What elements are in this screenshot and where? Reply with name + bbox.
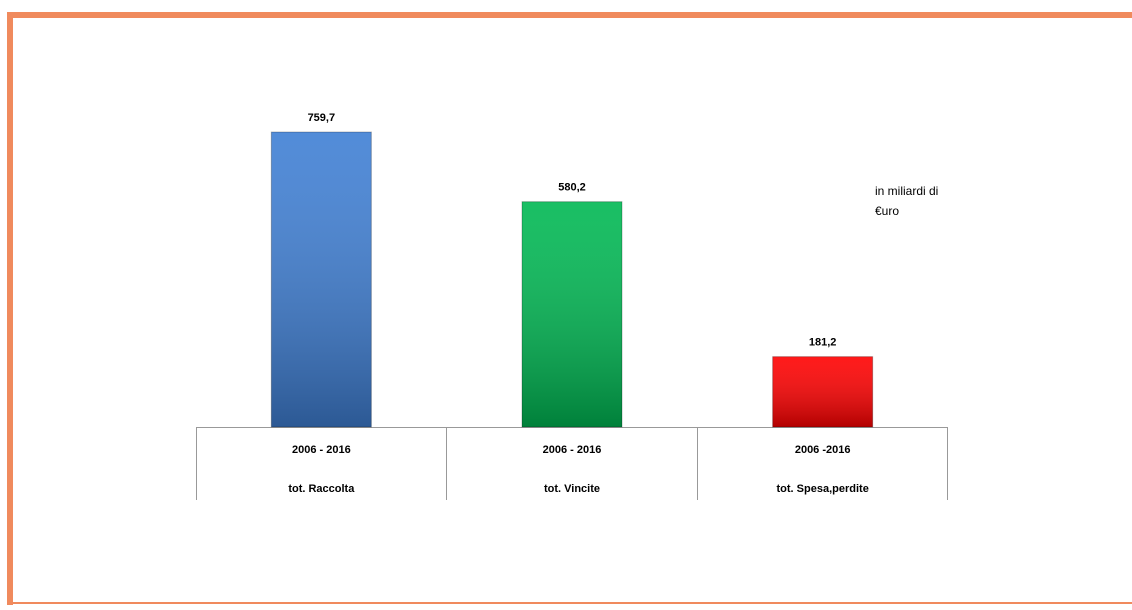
x-tick-label: tot. Spesa,perdite	[777, 483, 869, 495]
frame-bottom	[7, 602, 1132, 604]
x-tick-label: tot. Raccolta	[288, 483, 355, 495]
frame-top	[7, 12, 1132, 18]
data-label: 181,2	[809, 337, 837, 349]
bar-shade	[521, 201, 623, 428]
bar-shade	[270, 131, 372, 428]
period-label: 2006 -2016	[795, 444, 851, 456]
period-label: 2006 - 2016	[292, 444, 351, 456]
annotation: €uro	[875, 204, 899, 218]
x-tick-label: tot. Vincite	[544, 483, 600, 495]
period-label: 2006 - 2016	[543, 444, 602, 456]
data-label: 580,2	[558, 182, 586, 194]
bar-shade	[772, 356, 874, 428]
data-label: 759,7	[308, 112, 336, 124]
annotation: in miliardi di	[875, 184, 938, 198]
frame-left	[7, 12, 13, 605]
category-table	[196, 427, 948, 500]
